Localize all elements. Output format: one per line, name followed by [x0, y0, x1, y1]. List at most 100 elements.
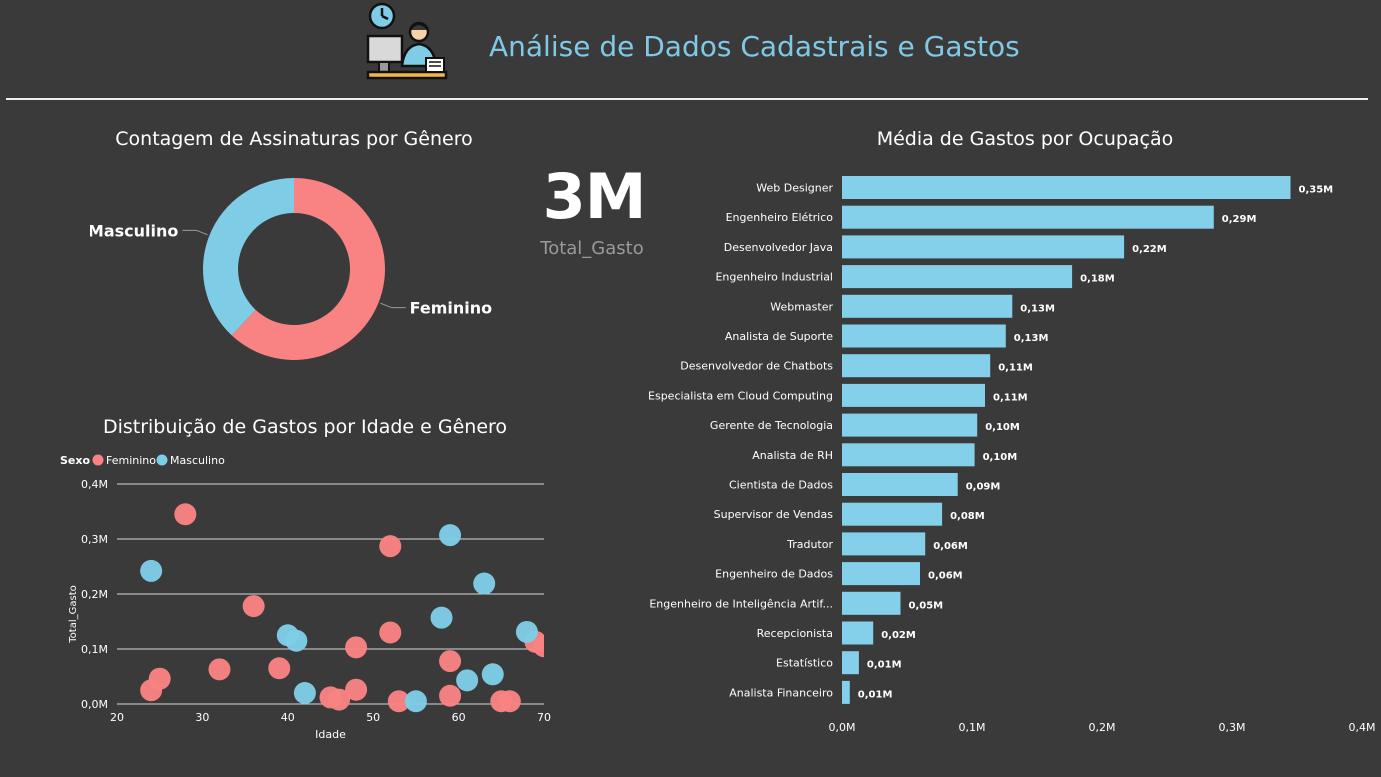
x-tick-label: 40: [281, 711, 295, 724]
bar-data-label: 0,08M: [950, 511, 985, 522]
bar-category-label: Analista de Suporte: [725, 330, 833, 343]
scatter-point-feminino: [439, 684, 462, 707]
x-tick-label: 0,1M: [959, 721, 986, 734]
age-spending-scatter-chart[interactable]: Sexo Feminino Masculino 0,0M 0,1M 0,2M 0,3M 0,4…: [50, 445, 560, 745]
bar-category-label: Recepcionista: [757, 627, 833, 640]
bar: [842, 176, 1291, 199]
gender-donut-chart[interactable]: Feminino Masculino: [90, 170, 510, 390]
bar-category-label: Analista Financeiro: [729, 686, 833, 699]
bar-data-label: 0,06M: [928, 571, 963, 582]
scatter-point-masculino: [430, 606, 453, 629]
bar-data-label: 0,01M: [858, 689, 893, 700]
x-tick-label: 50: [366, 711, 380, 724]
bar-data-label: 0,18M: [1080, 274, 1115, 285]
kpi-total-value: 3M: [542, 160, 647, 233]
donut-chart-title: Contagem de Assinaturas por Gênero: [115, 128, 473, 150]
scatter-point-feminino: [268, 657, 291, 680]
x-tick-label: 30: [195, 711, 209, 724]
bar-category-label: Supervisor de Vendas: [714, 508, 834, 521]
bar-data-label: 0,10M: [983, 452, 1018, 463]
donut-slice-masculino: [203, 178, 294, 336]
bar-data-label: 0,35M: [1299, 185, 1334, 196]
bar-data-label: 0,01M: [867, 660, 902, 671]
bar-category-label: Especialista em Cloud Computing: [648, 389, 833, 402]
x-tick-label: 0,0M: [829, 721, 856, 734]
scatter-point-masculino: [473, 572, 496, 595]
x-axis-title: Idade: [315, 728, 346, 741]
bar-data-label: 0,13M: [1014, 333, 1049, 344]
scatter-point-masculino: [404, 690, 427, 713]
legend-marker-masculino: [156, 454, 168, 466]
bar-category-label: Desenvolvedor de Chatbots: [680, 360, 833, 373]
donut-slice-feminino: [231, 178, 385, 360]
bar-category-label: Engenheiro de Inteligência Artif...: [649, 597, 833, 610]
legend-label: Feminino: [106, 454, 156, 467]
bar: [842, 651, 859, 675]
bar-category-label: Desenvolvedor Java: [724, 241, 833, 254]
bar: [842, 265, 1073, 289]
bar-category-label: Engenheiro Elétrico: [726, 211, 834, 224]
scatter-point-feminino: [140, 679, 163, 702]
bar: [842, 383, 985, 407]
scatter-point-feminino: [533, 635, 544, 658]
scatter-point-feminino: [328, 688, 351, 711]
occupation-bar-chart[interactable]: Web Designer 0,35M Engenheiro Elétrico 0,29…: [640, 170, 1380, 740]
bar-category-label: Web Designer: [756, 182, 833, 195]
y-tick-label: 0,2M: [81, 588, 108, 601]
bar-data-label: 0,22M: [1132, 244, 1167, 255]
bar-data-label: 0,06M: [933, 541, 968, 552]
legend-marker-feminino: [92, 454, 104, 466]
bar-category-label: Estatístico: [776, 657, 833, 670]
bar-category-label: Webmaster: [770, 300, 833, 313]
scatter-point-masculino: [515, 620, 538, 643]
scatter-point-feminino: [208, 658, 231, 681]
scatter-points: [140, 503, 544, 713]
y-tick-label: 0,4M: [81, 478, 108, 491]
bar: [842, 502, 943, 526]
scatter-point-feminino: [174, 503, 197, 526]
scatter-chart-title: Distribuição de Gastos por Idade e Gêner…: [102, 416, 508, 438]
bar-category-label: Gerente de Tecnologia: [710, 419, 833, 432]
bar-data-label: 0,09M: [966, 482, 1001, 493]
x-tick-label: 0,3M: [1219, 721, 1246, 734]
y-tick-label: 0,3M: [81, 533, 108, 546]
bar: [842, 621, 874, 645]
donut-label: Masculino: [90, 221, 178, 240]
donut-leader-line: [380, 302, 406, 309]
donut-label: Feminino: [410, 299, 493, 318]
bar: [842, 324, 1006, 348]
bar-data-label: 0,13M: [1020, 303, 1055, 314]
bar-data-label: 0,11M: [998, 363, 1033, 374]
bar: [842, 235, 1125, 259]
bar-category-label: Engenheiro Industrial: [715, 271, 833, 284]
scatter-point-masculino: [439, 524, 462, 547]
bar-category-label: Cientista de Dados: [729, 479, 833, 492]
bar: [842, 680, 850, 704]
x-tick-label: 0,2M: [1089, 721, 1116, 734]
y-axis-title: Total_Gasto: [68, 585, 79, 643]
bar-data-label: 0,02M: [881, 630, 916, 641]
bar-data-label: 0,05M: [909, 600, 944, 611]
scatter-point-feminino: [498, 690, 521, 713]
bar-category-label: Tradutor: [786, 538, 833, 551]
bar: [842, 562, 920, 586]
bar-data-label: 0,11M: [993, 392, 1028, 403]
office-worker-computer-icon: [364, 2, 448, 82]
x-tick-label: 0,4M: [1349, 721, 1376, 734]
scatter-point-masculino: [456, 669, 479, 692]
scatter-point-masculino: [140, 559, 163, 582]
y-tick-label: 0,0M: [81, 698, 108, 711]
bar: [842, 443, 975, 467]
y-tick-label: 0,1M: [81, 643, 108, 656]
scatter-point-feminino: [345, 678, 368, 701]
scatter-point-feminino: [439, 650, 462, 673]
bar-category-label: Engenheiro de Dados: [715, 568, 833, 581]
bar-category-label: Analista de RH: [752, 449, 833, 462]
legend-label: Masculino: [170, 454, 225, 467]
scatter-point-feminino: [242, 595, 265, 618]
legend-title: Sexo: [60, 454, 90, 467]
header-divider: [6, 98, 1368, 100]
bar-data-label: 0,29M: [1222, 214, 1257, 225]
bar: [842, 532, 926, 556]
bar: [842, 294, 1013, 318]
